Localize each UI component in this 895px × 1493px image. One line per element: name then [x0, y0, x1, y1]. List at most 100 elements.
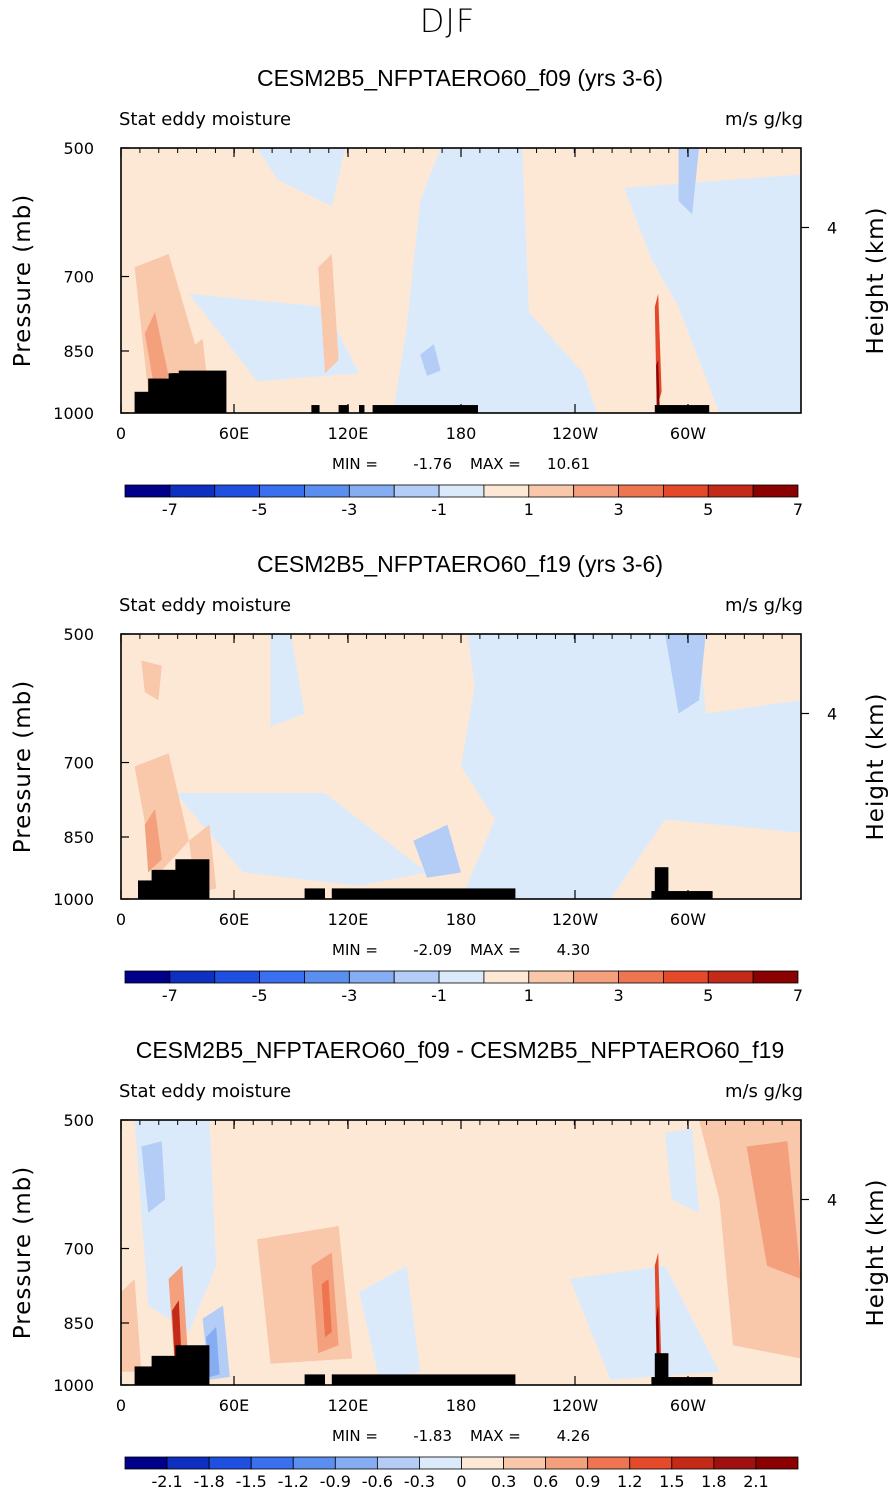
contour-region — [624, 174, 801, 413]
colorbar-swatch — [250, 1456, 294, 1470]
colorbar-swatch — [707, 484, 754, 498]
x-tick-label: 120W — [552, 1396, 599, 1415]
panel-title: CESM2B5_NFPTAERO60_f09 - CESM2B5_NFPTAER… — [136, 1037, 785, 1063]
contour-region — [270, 634, 305, 727]
colorbar-swatch — [671, 1456, 715, 1470]
colorbar-swatch — [259, 970, 305, 984]
colorbar-swatch — [503, 1456, 547, 1470]
topography-mask — [372, 405, 478, 413]
x-tick-label: 180 — [446, 910, 477, 929]
y-tick-label: 1000 — [53, 1376, 94, 1395]
topography-mask — [331, 1374, 516, 1385]
colorbar-swatch — [348, 484, 395, 498]
colorbar-label: 1.5 — [659, 1472, 684, 1491]
colorbar-swatch — [169, 484, 216, 498]
x-tick-label: 60W — [670, 1396, 706, 1415]
panel-title: CESM2B5_NFPTAERO60_f19 (yrs 3-6) — [257, 551, 663, 577]
contour-region — [746, 1141, 801, 1279]
colorbar-label: -2.1 — [151, 1472, 182, 1491]
variable-label: Stat eddy moisture — [119, 1081, 291, 1102]
colorbar-label: 1.8 — [701, 1472, 726, 1491]
colorbar-swatch — [545, 1456, 589, 1470]
x-tick-label: 60W — [670, 424, 706, 443]
figure-title: DJF — [419, 2, 476, 40]
min-value: -1.83 — [413, 1427, 452, 1445]
colorbar-label: 0.3 — [491, 1472, 516, 1491]
panel-title: CESM2B5_NFPTAERO60_f09 (yrs 3-6) — [257, 65, 663, 91]
min-label: MIN = — [332, 941, 378, 959]
x-tick-label: 60E — [219, 910, 249, 929]
contour-region — [121, 1279, 142, 1372]
colorbar-label: -1.2 — [278, 1472, 309, 1491]
height-tick-label: 4 — [827, 1191, 837, 1210]
contour-region — [141, 660, 162, 701]
colorbar-swatch — [304, 484, 350, 498]
topography-mask — [175, 859, 210, 899]
colorbar-label: 3 — [613, 986, 623, 1005]
variable-label: Stat eddy moisture — [119, 109, 291, 130]
y-tick-label: 850 — [63, 1314, 94, 1333]
colorbar-swatch — [214, 484, 261, 498]
y-axis-label: Pressure (mb) — [10, 680, 36, 853]
colorbar-label: -1.8 — [194, 1472, 225, 1491]
x-tick-label: 180 — [446, 1396, 477, 1415]
colorbar-label: 7 — [793, 500, 803, 519]
max-label: MAX = — [470, 455, 521, 473]
colorbar-label: 5 — [703, 986, 713, 1005]
colorbar-swatch — [124, 1456, 168, 1470]
colorbar-swatch — [663, 970, 709, 984]
contour-field — [134, 634, 801, 899]
height-tick-label: 4 — [827, 705, 837, 724]
topography-mask — [654, 405, 710, 413]
y-tick-label: 1000 — [53, 890, 94, 909]
y-tick-label: 500 — [63, 1111, 94, 1130]
contour-region — [144, 808, 162, 873]
max-label: MAX = — [470, 941, 521, 959]
colorbar-label: 3 — [613, 500, 623, 519]
colorbar-label: 0.6 — [533, 1472, 558, 1491]
y-tick-label: 850 — [63, 342, 94, 361]
units-label: m/s g/kg — [725, 595, 803, 616]
contour-region — [257, 148, 346, 207]
y-tick-label: 700 — [63, 1240, 94, 1259]
x-tick-label: 60E — [219, 1396, 249, 1415]
variable-label: Stat eddy moisture — [119, 595, 291, 616]
y-tick-label: 700 — [63, 268, 94, 287]
topography-mask — [651, 891, 713, 899]
x-tick-label: 120E — [328, 910, 369, 929]
y-tick-label: 700 — [63, 754, 94, 773]
contour-region — [665, 634, 706, 714]
colorbar-swatch — [166, 1456, 210, 1470]
colorbar-swatch — [393, 484, 440, 498]
colorbar-swatch — [419, 1456, 462, 1470]
colorbar-label: -0.3 — [404, 1472, 435, 1491]
colorbar-swatch — [707, 970, 754, 984]
x-tick-label: 60E — [219, 424, 249, 443]
x-tick-label: 120W — [552, 910, 599, 929]
x-tick-label: 0 — [116, 1396, 126, 1415]
colorbar-label: 1 — [524, 500, 534, 519]
colorbar-label: 0.9 — [575, 1472, 600, 1491]
colorbar-label: -1 — [431, 986, 447, 1005]
colorbar-swatch — [755, 1456, 799, 1470]
colorbar-swatch — [169, 970, 216, 984]
y-tick-label: 1000 — [53, 404, 94, 423]
topography-mask — [311, 405, 320, 413]
colorbar-label: -0.6 — [362, 1472, 393, 1491]
y-axis-label: Pressure (mb) — [10, 194, 36, 367]
y-axis-right-label: Height (km) — [863, 1178, 889, 1326]
colorbar-swatch — [573, 970, 619, 984]
colorbar-swatch — [292, 1456, 336, 1470]
colorbar-swatch — [376, 1456, 420, 1470]
contour-region — [321, 1279, 332, 1338]
colorbar-swatch — [304, 970, 350, 984]
colorbar-swatch — [208, 1456, 252, 1470]
colorbar-swatch — [124, 484, 171, 498]
min-value: -2.09 — [413, 941, 452, 959]
contour-region — [678, 148, 699, 215]
min-label: MIN = — [332, 1427, 378, 1445]
x-tick-label: 120E — [328, 1396, 369, 1415]
units-label: m/s g/kg — [725, 109, 803, 130]
colorbar-swatch — [214, 970, 261, 984]
colorbar-label: -0.9 — [320, 1472, 351, 1491]
